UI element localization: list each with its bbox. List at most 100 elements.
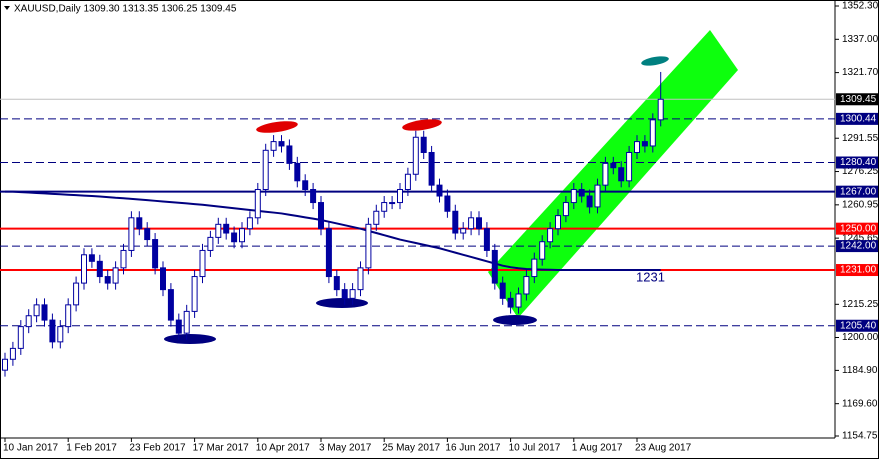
candle-body xyxy=(618,167,625,182)
level-label: 1267.00 xyxy=(840,186,877,197)
x-tick-label: 10 Jul 2017 xyxy=(509,443,561,454)
candle-body xyxy=(65,304,72,328)
candle-body xyxy=(17,326,24,349)
candle-body xyxy=(104,276,111,284)
candle-body xyxy=(341,289,348,299)
y-tick-label: 1154.75 xyxy=(842,431,878,442)
level-box xyxy=(836,156,878,169)
candle-body xyxy=(81,254,87,284)
candle-body xyxy=(397,188,403,204)
candle-body xyxy=(586,195,593,208)
y-tick-label: 1352.30 xyxy=(842,1,879,12)
level-box xyxy=(836,264,878,277)
y-tick-label: 1260.95 xyxy=(842,199,879,210)
candle-body xyxy=(223,223,230,234)
y-tick-label: 1245.65 xyxy=(842,233,879,244)
candle-body xyxy=(215,223,222,238)
candle-body xyxy=(191,276,198,312)
candle-body xyxy=(183,310,190,334)
candle-body xyxy=(570,188,577,204)
candle-body xyxy=(499,282,506,299)
moving-average xyxy=(5,190,661,272)
level-box xyxy=(836,112,878,125)
candle-body xyxy=(444,195,451,212)
candle-body xyxy=(2,358,8,371)
chart-title: XAUUSD,Daily 1309.30 1313.35 1306.25 130… xyxy=(14,4,237,15)
candle-body xyxy=(294,162,301,182)
candle-body xyxy=(231,232,238,243)
annotation: 1231 xyxy=(636,269,665,284)
candle-body xyxy=(349,289,356,299)
candle-body xyxy=(373,210,380,225)
y-tick-label: 1169.60 xyxy=(842,398,878,409)
level-label: 1280.40 xyxy=(840,157,877,168)
candle-body xyxy=(199,249,206,278)
x-tick-label: 3 May 2017 xyxy=(319,443,372,454)
candle-body xyxy=(262,149,269,190)
candle-body xyxy=(547,228,554,243)
level-label: 1250.00 xyxy=(840,223,877,234)
marker-ellipse xyxy=(164,334,216,344)
candle-body xyxy=(88,254,95,262)
y-tick-label: 1321.70 xyxy=(842,67,879,78)
x-tick-label: 17 Mar 2017 xyxy=(193,443,250,454)
level-box xyxy=(836,185,878,198)
candle-body xyxy=(270,141,277,151)
level-label: 1231.00 xyxy=(840,265,877,276)
candle-body xyxy=(160,267,166,291)
candle-body xyxy=(507,297,514,308)
candle-body xyxy=(578,188,585,197)
candle-body xyxy=(365,223,372,269)
candle-body xyxy=(325,228,332,278)
candle-body xyxy=(96,260,103,278)
candle-body xyxy=(333,276,340,291)
candle-body xyxy=(610,162,617,169)
candle-body xyxy=(318,202,324,230)
y-tick-label: 1291.55 xyxy=(842,133,879,144)
candle-body xyxy=(254,188,261,219)
y-tick-label: 1215.25 xyxy=(842,299,879,310)
candle-body xyxy=(167,289,174,321)
candle-body xyxy=(57,326,64,343)
candle-body xyxy=(152,239,159,269)
candle-body xyxy=(555,215,561,230)
candle-body xyxy=(562,202,569,217)
candle-body xyxy=(389,202,396,205)
level-box xyxy=(836,93,878,106)
level-label: 1309.45 xyxy=(840,94,877,105)
candle-body xyxy=(515,293,522,308)
level-label: 1242.00 xyxy=(840,241,877,252)
candle-body xyxy=(539,241,546,260)
candle-body xyxy=(128,217,135,251)
candle-body xyxy=(33,304,40,317)
candle-body xyxy=(144,228,151,241)
candle-body xyxy=(491,249,498,284)
x-tick-label: 25 May 2017 xyxy=(382,443,440,454)
y-tick-label: 1200.00 xyxy=(842,332,879,343)
candle-body xyxy=(207,236,214,251)
x-tick-label: 16 Jun 2017 xyxy=(445,443,500,454)
y-tick-label: 1184.90 xyxy=(842,365,878,376)
level-box xyxy=(836,240,878,253)
y-tick-label: 1276.25 xyxy=(842,166,879,177)
candle-body xyxy=(531,258,538,278)
level-box xyxy=(836,319,878,332)
candle-body xyxy=(404,173,411,190)
candle-body xyxy=(452,210,459,234)
candle-body xyxy=(381,202,388,212)
x-tick-label: 1 Aug 2017 xyxy=(572,443,623,454)
candle-body xyxy=(436,184,443,197)
marker-ellipse xyxy=(493,315,537,325)
y-tick-label: 1337.00 xyxy=(842,34,879,45)
candle-body xyxy=(278,141,285,147)
marker-ellipse xyxy=(641,56,669,66)
candle-body xyxy=(286,145,293,164)
level-label: 1205.40 xyxy=(840,320,877,331)
candle-body xyxy=(476,217,482,230)
candle-body xyxy=(239,228,245,243)
candle-body xyxy=(73,282,80,306)
marker-ellipse xyxy=(402,119,442,131)
candle-body xyxy=(523,276,530,295)
candle-body xyxy=(626,151,633,182)
